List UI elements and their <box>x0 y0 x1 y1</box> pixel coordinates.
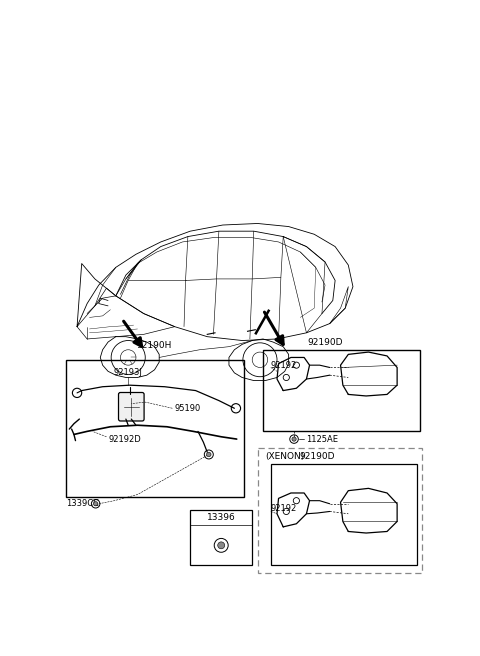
Text: 1125AE: 1125AE <box>306 434 338 443</box>
Text: (XENON): (XENON) <box>265 451 305 461</box>
Bar <box>190 510 252 565</box>
FancyBboxPatch shape <box>119 392 144 421</box>
Text: 92190D: 92190D <box>307 338 343 346</box>
Bar <box>258 448 422 573</box>
Circle shape <box>292 437 296 441</box>
Text: 92192: 92192 <box>271 504 297 513</box>
Text: 92190H: 92190H <box>137 340 172 350</box>
Text: 92192D: 92192D <box>108 434 141 443</box>
Bar <box>263 350 420 430</box>
Text: 92192: 92192 <box>271 361 297 370</box>
Bar <box>271 464 417 565</box>
Text: 92190D: 92190D <box>300 451 335 461</box>
Circle shape <box>218 542 225 549</box>
Text: 95190: 95190 <box>175 404 201 413</box>
Text: 13396: 13396 <box>207 513 236 522</box>
Circle shape <box>206 452 211 457</box>
Text: 92193J: 92193J <box>114 369 143 377</box>
Circle shape <box>94 502 98 506</box>
Text: 1339CC: 1339CC <box>66 499 99 508</box>
Bar <box>66 359 244 497</box>
